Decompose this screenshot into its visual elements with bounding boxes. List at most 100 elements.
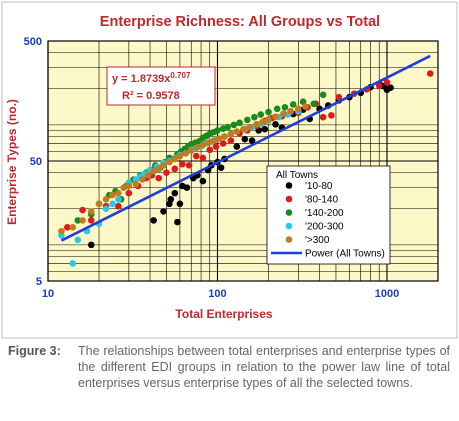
legend-label: '80-140 [305,195,338,206]
legend-label: '200-300 [305,222,344,233]
data-point [221,133,228,140]
data-point [265,116,272,123]
x-tick-label: 10 [42,288,54,300]
chart: 10 100 1000 5 50 500 Enterprise Richness: All… [1,1,458,339]
data-point [87,208,95,215]
data-point [233,128,241,135]
data-point [426,70,434,77]
equation-box: y = 1.8739x0.707 R² = 0.9578 [106,66,216,106]
data-point [319,91,327,99]
y-tick-label: 5 [36,276,42,288]
data-point [109,200,116,208]
legend-marker [285,222,293,230]
data-point [206,146,214,154]
data-point [185,162,193,169]
data-point [69,224,77,231]
legend-label: Power (All Towns) [305,249,385,260]
data-point [115,202,122,210]
data-point [74,217,82,224]
data-point [87,217,95,224]
data-point [219,140,227,147]
data-point [227,130,235,138]
data-point [163,169,170,176]
data-point [199,177,207,185]
data-point [319,113,327,121]
data-point [150,217,157,224]
equation-box-frame [106,66,216,106]
data-point [109,191,116,199]
data-point [176,200,184,208]
x-axis-label: Total Enterprises [175,307,272,321]
data-point [171,155,179,163]
legend-marker [285,182,293,189]
data-point [171,189,179,197]
data-point [227,137,235,144]
data-point [115,195,122,203]
data-point [95,200,103,208]
legend-items: '10-80 '80-140 '140-200 '200-300 '>300 Power … [271,181,385,260]
data-point [132,180,140,188]
data-point [144,172,152,179]
data-point [193,152,200,160]
data-point [160,162,167,169]
data-point [102,195,110,203]
trendline [60,54,431,242]
data-point [295,105,302,113]
data-point [138,176,146,183]
data-point [259,118,267,126]
data-point [155,165,163,173]
data-point [212,143,220,150]
caption-label: Figure 3: [8,344,61,358]
data-point [261,125,269,133]
data-point [224,123,232,131]
data-point [302,103,309,110]
data-point [193,144,201,151]
tick-labels: 10 100 1000 5 50 500 [24,36,400,300]
data-point [265,108,272,116]
data-point [182,149,190,157]
data-point [64,224,71,231]
data-point [287,107,294,115]
data-point [253,121,260,128]
data-point [125,189,133,197]
data-point [244,116,251,124]
data-point [240,125,247,133]
data-point [233,143,241,150]
data-point [214,127,221,134]
data-point [183,184,191,191]
data-point [299,98,307,106]
y-axis-label: Enterprise Types (no.) [5,99,19,225]
legend-marker [285,195,293,203]
data-point [120,184,128,191]
data-point [179,160,186,168]
equation-exponent: 0.707 [170,71,191,80]
x-tick-label: 100 [208,288,226,300]
r-squared-text: R² = 0.9578 [122,90,180,102]
data-point [236,119,243,127]
caption-text: The relationships between total enterpri… [78,344,450,390]
data-point [69,260,77,267]
data-point [280,110,287,117]
legend-title: All Towns [276,170,318,181]
data-point [204,139,212,147]
equation-text: y = 1.8739x0.707 [112,71,191,85]
plot-border [47,40,439,282]
data-point [289,101,297,108]
data-point [102,205,110,213]
y-tick-label: 50 [30,156,42,168]
data-point [383,79,391,86]
chart-title: Enterprise Richness: All Groups vs Total [100,14,380,30]
data-point [115,189,122,197]
legend-marker [285,209,293,216]
data-point [87,241,95,249]
equation-base: y = 1.8739x [112,73,171,85]
legend-label: '140-200 [305,208,344,219]
data-point [230,121,238,129]
data-point [150,168,157,175]
data-point [328,112,335,119]
data-point [125,182,133,190]
x-tick-label: 1000 [375,288,399,300]
data-point [160,208,167,215]
data-point [74,236,82,244]
legend: All Towns '10-80'80-140'140-200'200-300'… [266,165,391,265]
